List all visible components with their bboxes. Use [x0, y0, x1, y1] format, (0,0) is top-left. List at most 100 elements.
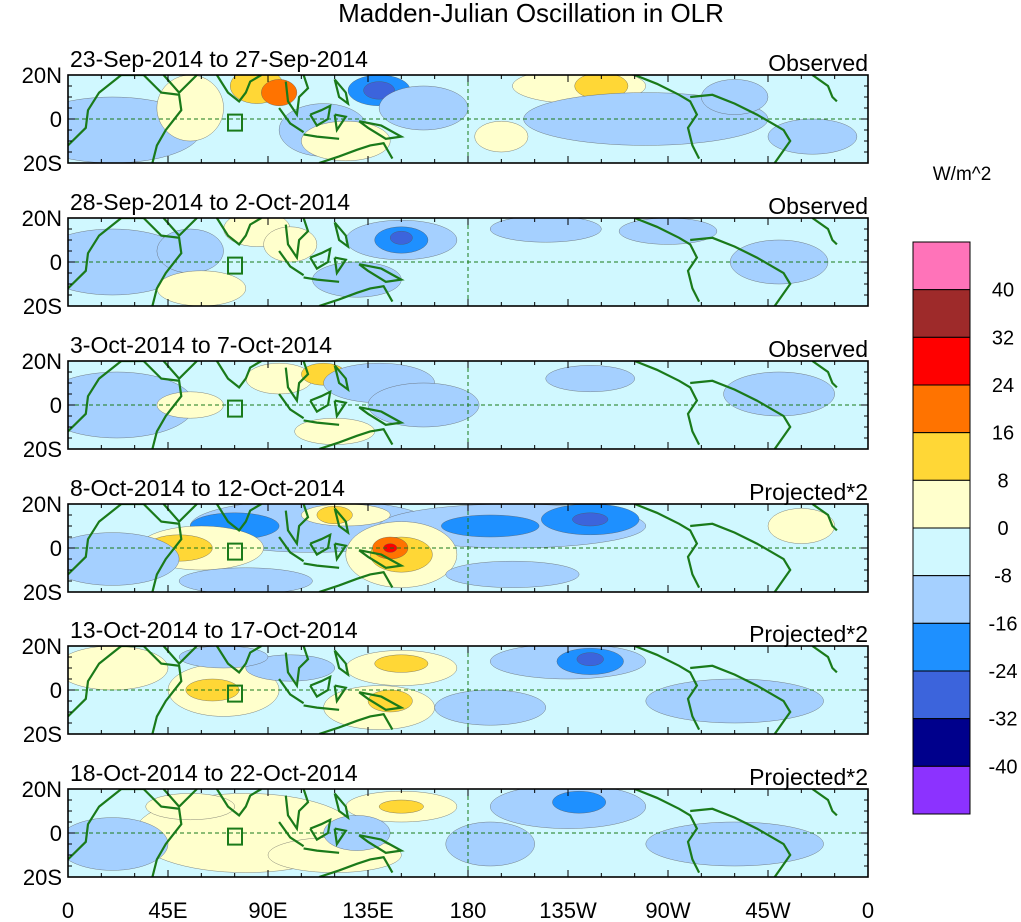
- coastline: [284, 504, 310, 547]
- coastline: [278, 393, 305, 420]
- colorbar-label: -16: [989, 613, 1018, 635]
- coastline: [358, 549, 405, 569]
- x-tick-label: 90E: [248, 898, 287, 922]
- coastline: [811, 504, 838, 532]
- y-tick-label: 0: [50, 678, 62, 703]
- anomaly-field: [68, 75, 868, 163]
- panel-kind-label: Observed: [768, 336, 868, 362]
- coastline: [278, 107, 305, 134]
- panels-group: 20N 0 20S 23-Sep-2014 to 27-Sep-2014 Observe…: [22, 46, 869, 890]
- coastline: [303, 847, 340, 854]
- y-tick-label: 20N: [22, 349, 62, 374]
- y-tick-label: 0: [50, 107, 62, 132]
- y-tick-label: 20N: [22, 63, 62, 88]
- panel-kind-label: Projected*2: [749, 764, 868, 790]
- anomaly-contour: [294, 418, 375, 445]
- x-tick-label: 90W: [645, 898, 690, 922]
- coastline: [278, 821, 305, 848]
- colorbar-label: 16: [992, 423, 1014, 445]
- coastline: [333, 364, 350, 393]
- coastline: [333, 113, 348, 133]
- coastline: [162, 361, 198, 381]
- coastline: [333, 684, 348, 704]
- anomaly-contour: [156, 75, 224, 142]
- coastline: [634, 646, 701, 731]
- anomaly-contour: [701, 79, 769, 115]
- coastline: [690, 236, 792, 306]
- panel-2: 20N 0 20S 28-Sep-2014 to 2-Oct-2014 Observed: [22, 189, 869, 319]
- coastline: [690, 664, 792, 734]
- y-tick-label: 0: [50, 536, 62, 561]
- panel-3: 20N 0 20S 3-Oct-2014 to 7-Oct-2014 Observed: [22, 332, 869, 462]
- coastline: [303, 562, 340, 569]
- coastline: [68, 218, 183, 306]
- coastline: [811, 361, 838, 389]
- figure-title: Madden-Julian Oscillation in OLR: [338, 0, 724, 28]
- coastline: [215, 218, 262, 246]
- panel-period-label: 28-Sep-2014 to 2-Oct-2014: [70, 189, 350, 215]
- colorbar-label: 8: [997, 470, 1008, 492]
- y-tick-label: 20S: [23, 437, 62, 462]
- coastline: [333, 399, 348, 419]
- anomaly-contour: [445, 561, 580, 588]
- coastline: [811, 646, 838, 674]
- y-tick-label: 20N: [22, 206, 62, 231]
- y-tick-label: 20N: [22, 777, 62, 802]
- coastline: [215, 789, 262, 817]
- anomaly-contour: [572, 512, 609, 527]
- coastline: [303, 276, 340, 283]
- reference-box: [227, 399, 243, 418]
- anomaly-contour: [767, 118, 858, 155]
- coastline: [333, 827, 348, 847]
- colorbar-segment: [912, 527, 971, 577]
- reference-box: [227, 542, 243, 561]
- colorbar-segment: [912, 432, 971, 481]
- coastline: [309, 532, 332, 557]
- x-tick-label: 135W: [539, 898, 597, 922]
- panel-kind-label: Projected*2: [749, 479, 868, 505]
- coastline: [68, 75, 183, 163]
- colorbar-label: 32: [992, 327, 1014, 349]
- colorbar-label: 0: [997, 518, 1008, 540]
- colorbar-label: -40: [989, 756, 1018, 778]
- anomaly-contour: [156, 270, 246, 306]
- colorbar-segment: [912, 670, 971, 720]
- anomaly-contour: [261, 79, 298, 106]
- y-tick-label: 0: [50, 250, 62, 275]
- anomaly-contour: [145, 793, 235, 820]
- coastline: [284, 75, 310, 118]
- anomaly-contour: [390, 231, 413, 245]
- colorbar-label: 24: [992, 375, 1014, 397]
- coastline: [811, 218, 838, 246]
- coastline: [162, 789, 198, 809]
- coastline: [318, 855, 394, 877]
- coastline: [68, 789, 183, 877]
- coastline: [309, 246, 332, 271]
- coastline: [309, 103, 332, 128]
- anomaly-contour: [434, 689, 546, 726]
- anomaly-field: [68, 361, 868, 449]
- anomaly-contour: [363, 81, 395, 100]
- x-tick-label: 180: [450, 898, 487, 922]
- coastline: [634, 361, 701, 446]
- coastline: [162, 75, 198, 95]
- y-tick-label: 20S: [23, 722, 62, 747]
- coastline: [333, 221, 350, 250]
- coastline: [634, 504, 701, 589]
- anomaly-contour: [576, 652, 604, 666]
- coastline: [284, 646, 310, 689]
- coastline: [215, 75, 262, 103]
- coastline: [215, 646, 262, 674]
- coastline: [333, 792, 350, 821]
- x-axis-tick-labels: 0 45E 90E 135E 180 135W 90W 45W 0: [62, 898, 874, 922]
- coastline: [284, 789, 310, 832]
- coastline: [358, 263, 405, 283]
- coastline: [333, 78, 350, 107]
- panel-kind-label: Projected*2: [749, 621, 868, 647]
- coastline: [690, 93, 792, 163]
- coastline: [303, 133, 340, 140]
- coastline: [309, 817, 332, 842]
- anomaly-field: [68, 504, 868, 592]
- anomaly-contour: [68, 817, 169, 871]
- coastline: [358, 406, 405, 426]
